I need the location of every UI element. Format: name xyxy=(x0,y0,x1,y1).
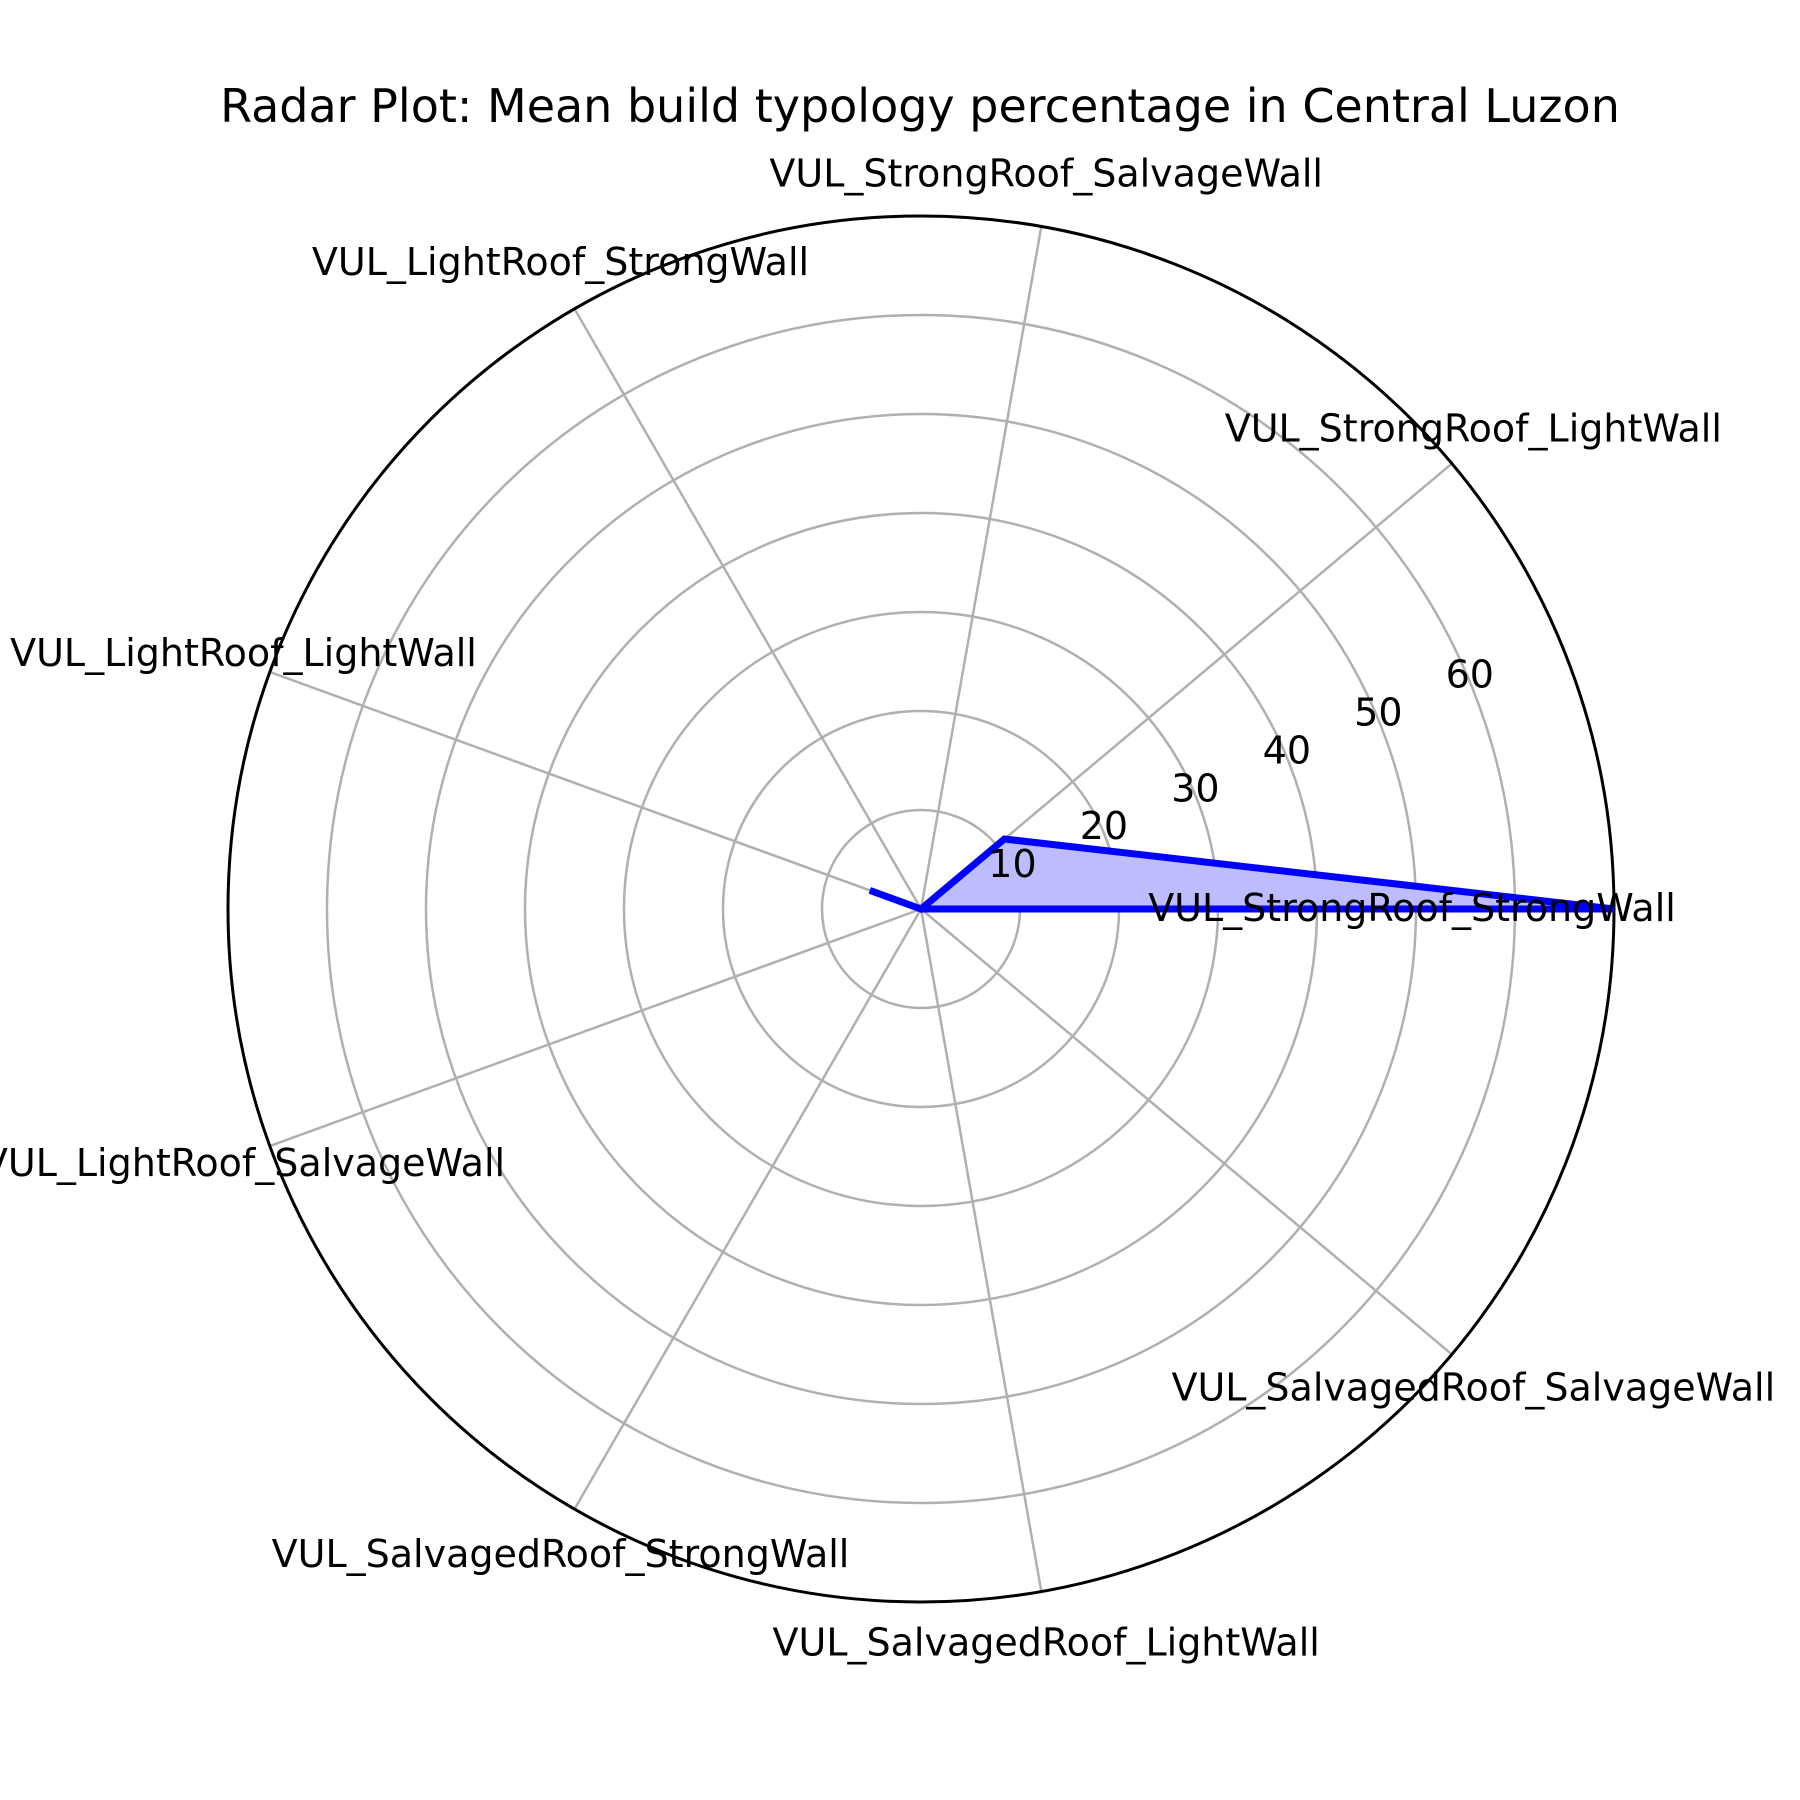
radial-tick-label: 30 xyxy=(1171,766,1219,810)
spoke-line xyxy=(920,462,1453,910)
series-line xyxy=(868,835,1615,913)
category-label: VUL_StrongRoof_SalvageWall xyxy=(769,151,1323,195)
category-label: VUL_SalvagedRoof_LightWall xyxy=(773,1621,1320,1665)
chart-title: Radar Plot: Mean build typology percenta… xyxy=(220,79,1620,133)
series-area xyxy=(869,839,1614,909)
radial-tick-label: 20 xyxy=(1080,804,1128,848)
label-layer: 10 20 30 40 50 60 VUL_StrongRoof_StrongWall VUL… xyxy=(0,151,1775,1664)
category-label: VUL_StrongRoof_LightWall xyxy=(1225,406,1722,450)
radial-tick-label: 10 xyxy=(988,842,1036,886)
spoke-line xyxy=(920,908,1453,1356)
spoke-line xyxy=(573,308,923,910)
category-label: VUL_SalvagedRoof_StrongWall xyxy=(272,1532,850,1576)
spoke-line xyxy=(919,908,1043,1592)
data-layer xyxy=(868,835,1615,913)
radial-tick-label: 40 xyxy=(1263,728,1311,772)
radial-tick-label: 50 xyxy=(1354,691,1402,735)
spoke-line xyxy=(573,908,923,1510)
spoke-line xyxy=(269,907,922,1148)
category-label: VUL_LightRoof_SalvageWall xyxy=(0,1141,505,1185)
radial-tick-label: 60 xyxy=(1446,653,1494,697)
category-label: VUL_LightRoof_StrongWall xyxy=(312,240,809,284)
category-label: VUL_LightRoof_LightWall xyxy=(10,631,477,675)
category-label: VUL_StrongRoof_StrongWall xyxy=(1148,886,1676,930)
category-label: VUL_SalvagedRoof_SalvageWall xyxy=(1171,1366,1775,1410)
spoke-line xyxy=(919,226,1043,910)
spoke-line xyxy=(269,670,922,911)
